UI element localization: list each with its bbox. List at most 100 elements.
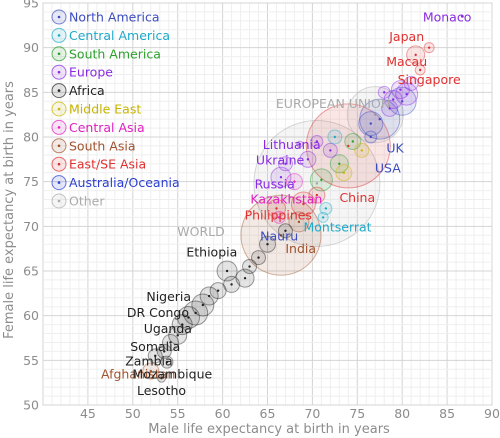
y-tick-labels: 50 55 60 65 70 75 80 85 90 95 (23, 0, 39, 413)
legend-label: East/SE Asia (69, 157, 146, 172)
legend-label: Middle East (69, 102, 141, 117)
annotation-label: Philippines (245, 208, 312, 223)
annotation-label: Mozambique (132, 367, 212, 382)
annotation-label: Russia (255, 176, 295, 191)
legend-label: South America (69, 46, 161, 61)
annotation-label: Kazakhstan (250, 192, 322, 207)
bubble-center-dot (333, 135, 337, 139)
annotation-label: Lithuania (263, 137, 321, 152)
bubble-center-dot (284, 162, 287, 165)
annotation-label: Monaco (423, 9, 472, 24)
bubble-center-dot (207, 294, 211, 298)
bubble-center-dot (279, 234, 283, 237)
bubble-center-dot (266, 243, 269, 246)
bubble-center-dot (297, 220, 301, 224)
y-tick-label: 75 (23, 174, 39, 189)
bubble-center-dot (306, 158, 310, 161)
x-tick-label: 65 (260, 406, 276, 421)
y-tick-label: 85 (23, 85, 39, 100)
bubble-center-dot (321, 216, 325, 219)
bubble-center-dot (180, 323, 184, 326)
bubble-center-dot (374, 113, 377, 116)
bubble-center-dot (427, 46, 431, 49)
x-tick-label: 80 (394, 406, 410, 421)
legend-label: Europe (69, 65, 113, 80)
bubble-center-dot (418, 68, 422, 72)
bubble-center-dot (284, 229, 287, 232)
bubble-center-dot (277, 216, 281, 219)
x-tick-label: 85 (439, 406, 455, 421)
annotation-label: UK (386, 141, 404, 156)
legend-label: Australia/Oceania (69, 175, 180, 190)
legend-marker-dot (57, 162, 61, 166)
bubble-center-dot (225, 269, 229, 273)
annotation-label: Somalia (130, 339, 180, 354)
bubble-center-dot (160, 377, 163, 380)
y-axis-label: Female life expectancy at birth in years (2, 81, 17, 339)
y-tick-label: 60 (23, 308, 39, 323)
bubble-center-dot (275, 207, 278, 210)
annotation-label: DR Congo (127, 305, 189, 320)
y-tick-label: 65 (23, 264, 39, 279)
bubble-center-dot (201, 303, 205, 307)
bubble-layer (142, 42, 435, 383)
legend-marker-dot (57, 126, 61, 129)
annotation-label: Nauru (260, 228, 298, 243)
annotation-label: EUROPEAN UNION (276, 96, 390, 111)
annotation-label: Ethiopia (186, 244, 237, 259)
bubble-center-dot (392, 98, 395, 101)
annotation-label: Ukraine (256, 152, 305, 167)
bubble-center-dot (351, 140, 355, 143)
bubble-center-dot (409, 82, 413, 85)
legend-label: South Asia (69, 138, 136, 153)
bubble-center-dot (216, 289, 220, 292)
bubble-center-dot (347, 144, 350, 148)
legend-marker-dot (57, 144, 61, 148)
legend-marker-dot (57, 70, 61, 74)
bubble-center-dot (369, 135, 372, 139)
legend: North America Central America South Americ… (51, 9, 180, 209)
bubble-center-dot (315, 193, 319, 197)
bubble-center-dot (329, 149, 332, 152)
annotation-label: WORLD (177, 224, 224, 239)
bubble-center-dot (248, 265, 251, 268)
bubble-center-dot (388, 107, 391, 110)
annotation-label: Afghanistan (101, 367, 175, 382)
bubble-center-dot (342, 171, 346, 174)
annotation-label: USA (375, 160, 401, 175)
x-tick-label: 70 (304, 406, 320, 421)
annotation-label: China (339, 190, 375, 205)
x-axis-label: Male life expectancy at birth in years (148, 422, 390, 437)
annotation-label: Macau (386, 54, 427, 69)
x-tick-label: 50 (125, 406, 141, 421)
bubble-center-dot (378, 117, 381, 121)
legend-marker-dot (57, 34, 61, 37)
y-tick-label: 50 (23, 398, 39, 413)
bubble-center-dot (176, 334, 179, 337)
legend-label: North America (69, 10, 160, 25)
x-tick-label: 90 (484, 406, 500, 421)
bubble-center-dot (405, 92, 408, 96)
bubble-center-dot (369, 122, 372, 125)
legend-label: Central America (69, 28, 170, 43)
bubble-center-dot (293, 180, 296, 183)
annotation-label: India (285, 241, 316, 256)
legend-marker-dot (57, 181, 61, 184)
legend-marker-dot (57, 199, 61, 203)
legend-marker-dot (57, 15, 61, 19)
y-tick-label: 70 (23, 219, 39, 234)
legend-label: Other (69, 194, 105, 209)
bubble-center-dot (187, 316, 190, 319)
bubble-center-dot (230, 283, 233, 286)
legend-label: Africa (69, 83, 105, 98)
bubble-center-dot (315, 182, 319, 185)
bubble-center-dot (360, 149, 363, 152)
bubble-center-dot (194, 311, 197, 315)
bubble-center-dot (149, 369, 152, 373)
bubble-center-dot (163, 350, 166, 353)
annotation-label: Zambia (125, 353, 172, 368)
bubble-center-dot (320, 178, 323, 182)
bubble-center-dot (302, 202, 305, 206)
bubble-center-dot (399, 88, 402, 91)
